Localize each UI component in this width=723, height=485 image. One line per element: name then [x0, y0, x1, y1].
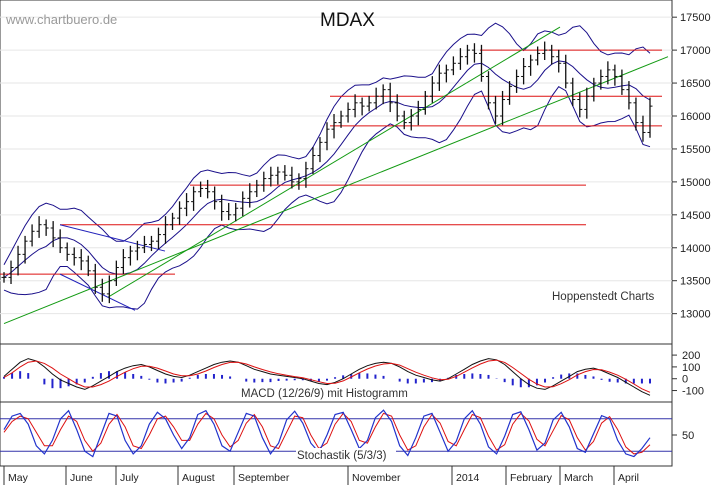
- macd-label: MACD (12/26/9) mit Histogramm: [241, 388, 408, 400]
- upper-band: [3, 22, 651, 266]
- stoch-axis-ticks: 50: [672, 430, 694, 442]
- month-label: 2014: [456, 472, 480, 484]
- middle-band: [3, 60, 651, 278]
- downtrend-line-b: [59, 273, 136, 311]
- stoch-d-line: [3, 412, 651, 455]
- macd-signal-line: [3, 359, 651, 393]
- price-axis-ticks: 17500 17000 16500 16000 15500 15000 14500 14000…: [672, 12, 711, 321]
- stoch-k-line: [3, 409, 651, 458]
- stoch-label: Stochastik (5/3/3): [297, 450, 387, 462]
- source-label: Hoppenstedt Charts: [552, 291, 655, 303]
- month-label: June: [70, 472, 93, 484]
- month-label: September: [238, 472, 290, 484]
- chart-title: MDAX: [320, 10, 375, 31]
- macd-tick-label: 100: [682, 362, 700, 374]
- month-label: November: [352, 472, 401, 484]
- price-tick-label: 17000: [680, 45, 711, 57]
- price-bars: [1, 41, 653, 304]
- price-tick-label: 15500: [680, 144, 711, 156]
- price-tick-label: 16000: [680, 111, 711, 123]
- trendline-long: [3, 56, 669, 324]
- price-tick-label: 17500: [680, 12, 711, 24]
- watermark: www.chartbuero.de: [5, 12, 117, 27]
- price-tick-label: 13500: [680, 276, 711, 288]
- stoch-label-bg: [296, 448, 396, 461]
- price-panel-frame: [0, 0, 673, 345]
- month-label: February: [510, 472, 553, 484]
- macd-tick-label: -100: [682, 386, 704, 398]
- downtrend-line-a: [59, 224, 166, 252]
- month-label: April: [618, 472, 639, 484]
- month-label: May: [8, 472, 29, 484]
- trend-lines: [3, 26, 669, 324]
- price-tick-label: 16500: [680, 78, 711, 90]
- price-tick-label: 14500: [680, 210, 711, 222]
- price-tick-label: 13000: [680, 309, 711, 321]
- trendline-steep: [107, 26, 561, 298]
- month-label: July: [120, 472, 139, 484]
- month-label: August: [182, 472, 215, 484]
- macd-series: [3, 358, 651, 396]
- price-tick-label: 14000: [680, 243, 711, 255]
- macd-label-bg: [240, 386, 418, 399]
- lower-band: [3, 86, 651, 310]
- month-axis: May June July August September November 2014 Fe…: [0, 465, 672, 485]
- bollinger-bands: [3, 22, 651, 310]
- price-tick-label: 15000: [680, 177, 711, 189]
- macd-tick-label: 200: [682, 350, 700, 362]
- stoch-tick-label: 50: [682, 430, 694, 442]
- macd-tick-label: 0: [682, 374, 688, 386]
- macd-line: [3, 358, 651, 396]
- month-label: March: [564, 472, 593, 484]
